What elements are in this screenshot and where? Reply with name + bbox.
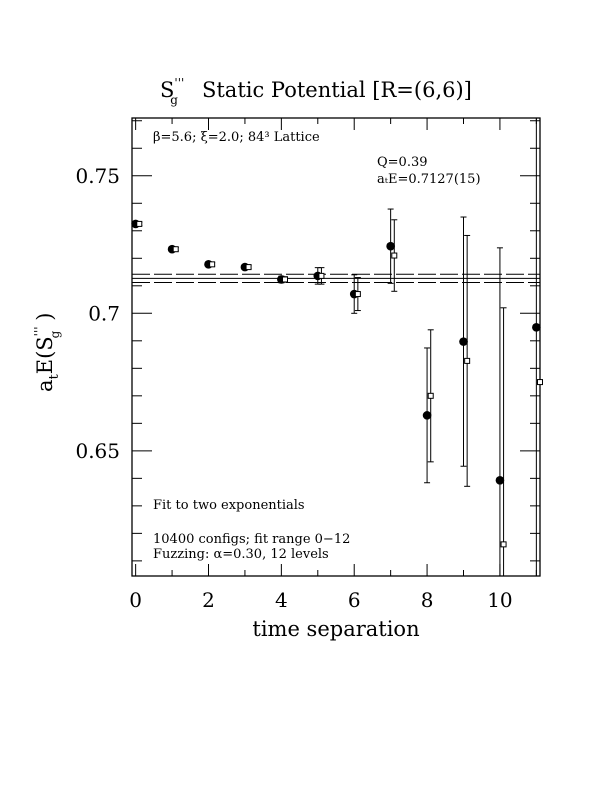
fit-annotation: Fit to two exponentials xyxy=(153,498,305,513)
data-point-circle xyxy=(422,411,432,420)
data-point-square xyxy=(209,261,216,268)
data-point-square xyxy=(282,276,288,283)
lattice-annotation: β=5.6; ξ=2.0; 84³ Lattice xyxy=(153,130,320,145)
axis-ticks xyxy=(132,118,540,576)
data-point-circle xyxy=(459,337,468,346)
fuzzing-annotation: Fuzzing: α=0.30, 12 levels xyxy=(153,547,329,562)
data-point-circle xyxy=(532,323,541,332)
data-point-square xyxy=(136,220,143,227)
x-tick-label: 10 xyxy=(487,588,512,612)
data-point-square xyxy=(391,252,398,259)
x-tick-label: 0 xyxy=(129,588,142,612)
x-tick-label: 6 xyxy=(348,588,361,612)
y-axis-label: atE(S''' g) xyxy=(32,313,62,392)
data-point-square xyxy=(318,272,325,279)
configs-annotation: 10400 configs; fit range 0−12 xyxy=(153,532,350,547)
data-point-square xyxy=(500,541,507,548)
data-point-square xyxy=(172,246,179,253)
x-tick-label: 4 xyxy=(275,588,288,612)
fit-band xyxy=(132,273,540,283)
data-point-square xyxy=(427,392,434,399)
tick-labels: 0 2 4 6 8 10 0.65 0.7 0.75 xyxy=(75,164,512,612)
chart-title: S''' g Static Potential [R=(6,6)] xyxy=(160,76,472,107)
data-series xyxy=(131,118,543,576)
energy-annotation: aₜE=0.7127(15) xyxy=(377,172,481,187)
y-tick-label: 0.75 xyxy=(75,164,120,188)
x-tick-label: 8 xyxy=(421,588,434,612)
data-point-square xyxy=(245,264,252,271)
y-tick-label: 0.65 xyxy=(75,439,120,463)
data-point-square xyxy=(537,379,543,386)
y-tick-label: 0.7 xyxy=(88,301,120,325)
q-annotation: Q=0.39 xyxy=(377,155,428,170)
data-point-square xyxy=(354,291,361,298)
data-point-square xyxy=(464,357,471,364)
data-point-circle xyxy=(386,241,395,251)
x-tick-label: 2 xyxy=(202,588,215,612)
x-axis-label: time separation xyxy=(252,617,419,641)
data-point-circle xyxy=(495,475,505,485)
